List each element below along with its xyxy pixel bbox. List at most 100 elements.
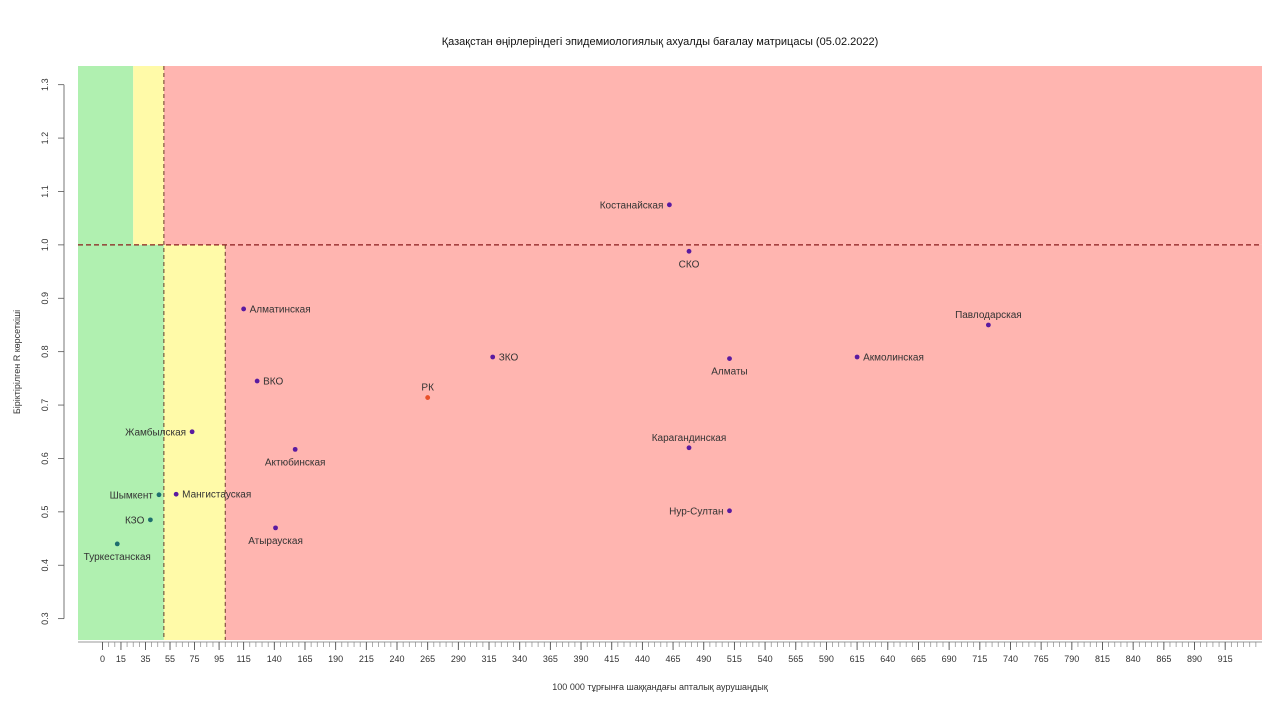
data-point-label: Мангистауская (182, 490, 251, 501)
data-point (727, 356, 732, 362)
data-point (490, 354, 496, 360)
x-tick-label: 515 (727, 654, 742, 664)
x-tick-label: 590 (819, 654, 834, 664)
x-tick-label: 865 (1156, 654, 1171, 664)
data-point (292, 446, 298, 452)
y-tick-label: 0.8 (40, 345, 50, 358)
x-tick-label: 115 (236, 654, 250, 664)
data-point-label: РК (421, 383, 434, 394)
data-point (425, 395, 431, 400)
x-tick-label: 365 (543, 654, 558, 664)
data-point-label: Алматинская (250, 304, 311, 315)
x-tick-label: 75 (190, 654, 200, 664)
y-tick-label: 0.3 (40, 612, 50, 625)
y-tick-label: 0.5 (40, 506, 50, 519)
x-tick-label: 315 (482, 654, 497, 664)
x-tick-label: 390 (574, 654, 589, 664)
x-tick-label: 690 (942, 654, 957, 664)
data-point (727, 508, 732, 514)
x-tick-label: 715 (972, 654, 987, 664)
data-point (254, 378, 260, 384)
y-tick-label: 0.9 (40, 292, 50, 305)
zone-green-lower (78, 244, 164, 640)
x-tick-label: 0 (100, 654, 105, 664)
x-tick-label: 190 (328, 654, 343, 664)
zone-yellow-upper (133, 66, 164, 245)
data-point-label: Акмолинская (863, 353, 924, 364)
y-axis-label: Біріктірілген R көрсеткіші (12, 310, 22, 414)
data-point (985, 322, 991, 328)
data-point-label: КЗО (125, 515, 145, 526)
data-point (189, 429, 195, 435)
x-tick-label: 240 (389, 654, 404, 664)
y-tick-label: 0.6 (40, 452, 50, 465)
data-point-label: Туркестанская (84, 552, 151, 563)
x-tick-label: 615 (850, 654, 865, 664)
x-tick-label: 565 (788, 654, 803, 664)
data-point-label: Актюбинская (265, 456, 326, 468)
x-tick-label: 915 (1218, 654, 1233, 664)
x-tick-label: 815 (1095, 654, 1110, 664)
zone-red-lower (225, 244, 1262, 640)
data-point-label: Карагандинская (652, 433, 727, 444)
x-tick-label: 640 (880, 654, 895, 664)
data-point-label: ЗКО (499, 353, 519, 364)
data-point (273, 525, 278, 531)
data-point (686, 248, 692, 254)
data-point (241, 306, 247, 312)
x-tick-label: 440 (635, 654, 650, 664)
data-point-label: СКО (679, 259, 700, 270)
x-tick-label: 890 (1187, 654, 1202, 664)
data-point (156, 492, 162, 498)
data-point-label: Шымкент (110, 490, 154, 501)
x-tick-label: 55 (165, 654, 175, 664)
x-tick-label: 35 (140, 654, 150, 664)
x-tick-label: 490 (696, 654, 711, 664)
y-tick-label: 1.1 (40, 185, 50, 198)
chart-title: Қазақстан өңірлеріндегі эпидемиологиялық… (442, 36, 879, 48)
x-tick-label: 790 (1064, 654, 1079, 664)
data-point-label: Алматы (711, 367, 748, 378)
zone-green-upper (78, 66, 134, 245)
x-tick-label: 140 (267, 654, 282, 664)
data-point-label: Жамбылская (125, 426, 186, 438)
data-points: Костанайская СКО Павлодарская Алматинская ЗК… (84, 200, 1022, 563)
data-point-label: Костанайская (600, 200, 664, 211)
risk-zones (78, 66, 1263, 640)
x-tick-label: 165 (297, 654, 312, 664)
zone-yellow-lower (163, 244, 226, 640)
data-point (147, 517, 153, 523)
x-tick-label: 415 (604, 654, 619, 664)
x-tick-label: 765 (1034, 654, 1049, 664)
x-tick-label: 215 (359, 654, 374, 664)
data-point-label: Павлодарская (955, 310, 1022, 321)
plot-frame (78, 66, 1262, 640)
data-point (686, 445, 692, 451)
zone-red-upper (163, 66, 1263, 245)
x-tick-label: 540 (758, 654, 773, 664)
data-point-label: Нур-Султан (669, 506, 723, 517)
y-tick-label: 1.3 (40, 78, 50, 91)
y-tick-label: 0.4 (40, 559, 50, 572)
y-tick-label: 1.0 (40, 239, 50, 252)
x-tick-label: 740 (1003, 654, 1018, 664)
data-point (173, 491, 179, 497)
x-axis-label: 100 000 тұрғынға шаққандағы апталық ауру… (552, 682, 767, 692)
data-point (854, 354, 860, 360)
x-tick-label: 465 (666, 654, 681, 664)
x-axis: 0 15 35 55 75 95 115 140 165 190 215 240 265 290 315 34… (78, 641, 1262, 664)
x-tick-label: 290 (451, 654, 466, 664)
x-tick-label: 840 (1126, 654, 1141, 664)
x-tick-label: 95 (214, 654, 224, 664)
data-point-label: ВКО (263, 377, 283, 388)
data-point (114, 541, 120, 547)
x-tick-label: 340 (512, 654, 527, 664)
x-tick-label: 665 (911, 654, 926, 664)
x-tick-label: 265 (420, 654, 435, 664)
data-point (666, 202, 672, 208)
y-tick-label: 1.2 (40, 132, 50, 145)
y-tick-label: 0.7 (40, 399, 50, 412)
x-tick-label: 15 (116, 654, 126, 664)
data-point-label: Атырауская (248, 536, 303, 547)
